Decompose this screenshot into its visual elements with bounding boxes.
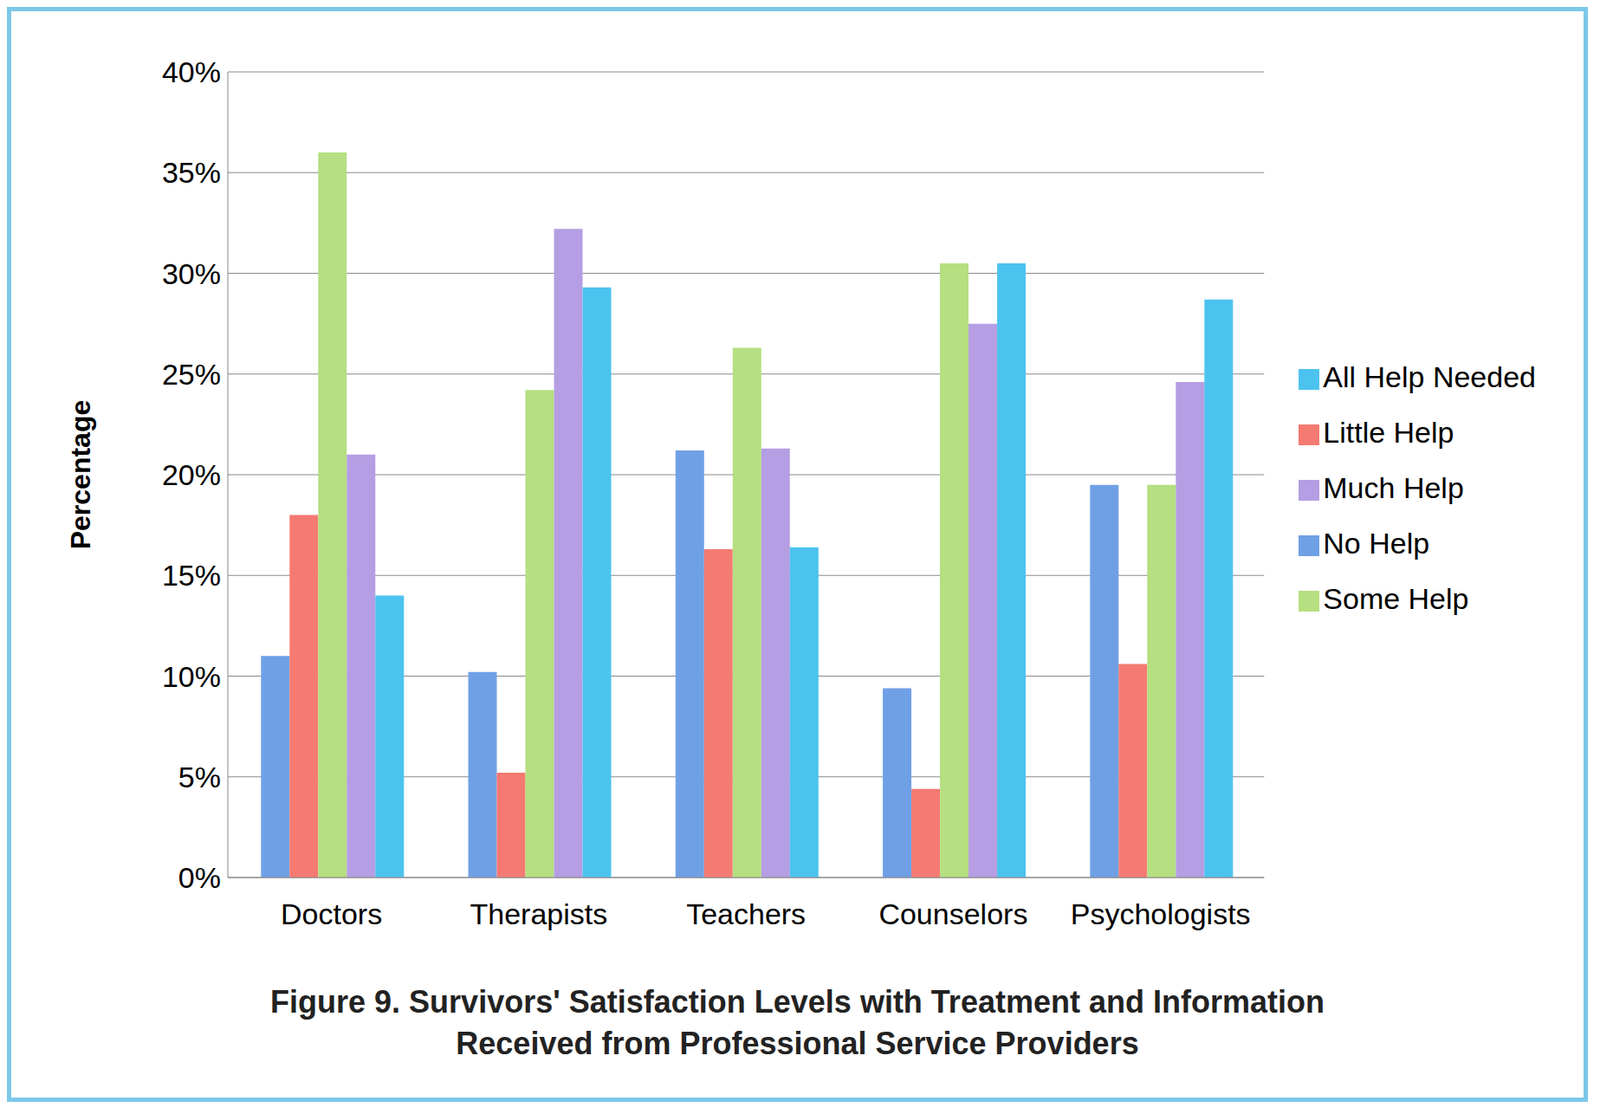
svg-text:5%: 5%	[178, 760, 221, 794]
svg-text:Doctors: Doctors	[280, 897, 383, 931]
svg-text:20%: 20%	[161, 458, 221, 492]
html-text:Much Help: Much Help	[1323, 471, 1464, 505]
svg-text:Percentage: Percentage	[64, 400, 97, 551]
svg-text:15%: 15%	[161, 558, 221, 592]
svg-text:30%: 30%	[161, 257, 221, 291]
svg-text:0%: 0%	[178, 861, 221, 894]
html-text:Little Help: Little Help	[1323, 415, 1455, 449]
svg-text:25%: 25%	[161, 357, 221, 391]
svg-text:Counselors: Counselors	[878, 897, 1028, 931]
svg-text:Teachers: Teachers	[686, 897, 806, 931]
html-text:All Help Needed: All Help Needed	[1323, 360, 1536, 394]
svg-text:10%: 10%	[161, 660, 221, 694]
svg-text:40%: 40%	[161, 55, 221, 89]
svg-text:Psychologists: Psychologists	[1070, 897, 1251, 931]
html-text:Some Help: Some Help	[1323, 582, 1469, 616]
html-text:No Help: No Help	[1323, 526, 1430, 560]
html-text:Figure 9. Survivors' Satisfact: Figure 9. Survivors' Satisfaction Levels…	[270, 984, 1325, 1062]
svg-text:35%: 35%	[161, 155, 221, 189]
svg-text:Therapists: Therapists	[470, 897, 609, 931]
